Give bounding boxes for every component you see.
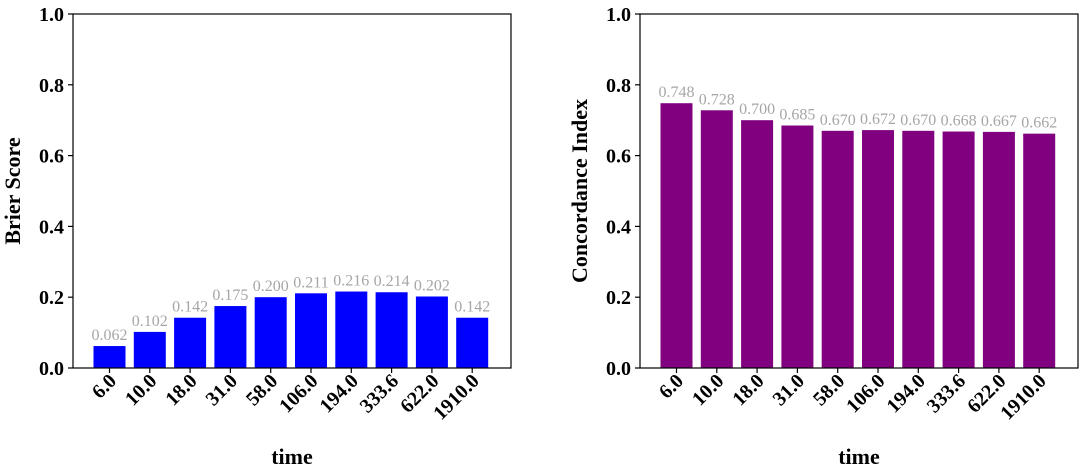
- x-tick-label: 10.0: [688, 370, 728, 410]
- y-tick-label: 1.0: [606, 4, 631, 26]
- bar: [902, 130, 935, 368]
- x-tick-label: 1910.0: [996, 370, 1050, 424]
- data-label: 0.700: [739, 101, 775, 118]
- bar: [942, 131, 975, 368]
- y-tick-label: 0.2: [606, 287, 631, 309]
- x-tick-label: 1910.0: [429, 370, 483, 424]
- data-label: 0.667: [981, 113, 1017, 130]
- axes-frame: [639, 13, 1079, 369]
- x-tick-label: 6.0: [88, 370, 121, 403]
- data-label: 0.670: [900, 112, 936, 129]
- data-label: 0.662: [1021, 115, 1057, 132]
- x-axis-label: time: [838, 444, 880, 469]
- data-label: 0.142: [454, 299, 490, 316]
- data-label: 0.062: [92, 327, 128, 344]
- x-tick-label: 31.0: [769, 370, 809, 410]
- data-label: 0.670: [820, 112, 856, 129]
- x-tick-label: 106.0: [275, 370, 322, 417]
- data-label: 0.685: [779, 107, 815, 124]
- x-tick-label: 58.0: [809, 370, 849, 410]
- y-tick-label: 1.0: [39, 4, 64, 26]
- data-label: 0.668: [941, 113, 977, 130]
- bar: [415, 296, 448, 368]
- bar: [335, 291, 368, 368]
- x-tick-label: 18.0: [161, 370, 201, 410]
- bar: [862, 130, 894, 368]
- bar: [214, 306, 247, 368]
- data-label: 0.175: [212, 287, 248, 304]
- bar: [821, 130, 854, 368]
- data-label: 0.214: [374, 273, 410, 290]
- data-label: 0.142: [172, 299, 208, 316]
- x-tick-label: 18.0: [728, 370, 768, 410]
- bar: [456, 317, 489, 368]
- y-axis-label: Concordance Index: [567, 99, 592, 283]
- data-label: 0.216: [333, 273, 369, 290]
- bar: [741, 120, 774, 368]
- x-tick-label: 333.6: [356, 370, 403, 417]
- bar: [93, 346, 126, 368]
- data-label: 0.200: [253, 278, 289, 295]
- x-tick-label: 10.0: [121, 370, 161, 410]
- data-label: 0.748: [659, 84, 695, 101]
- y-tick-label: 0.6: [606, 146, 631, 168]
- y-tick-label: 0.0: [606, 358, 631, 380]
- x-tick-label: 194.0: [315, 370, 362, 417]
- x-tick-label: 6.0: [655, 370, 688, 403]
- y-tick-label: 0.2: [39, 287, 64, 309]
- x-tick-label: 333.6: [923, 370, 970, 417]
- axes-frame: [72, 13, 512, 369]
- bar: [982, 131, 1015, 368]
- bar: [1023, 133, 1056, 368]
- y-tick-label: 0.8: [39, 75, 64, 97]
- data-label: 0.672: [860, 111, 896, 128]
- x-tick-label: 106.0: [842, 370, 889, 417]
- y-axis-label: Brier Score: [0, 137, 25, 245]
- y-tick-label: 0.8: [606, 75, 631, 97]
- x-tick-label: 58.0: [242, 370, 282, 410]
- x-axis-label: time: [271, 444, 313, 469]
- bar: [295, 293, 327, 368]
- data-label: 0.728: [699, 91, 735, 108]
- x-tick-label: 31.0: [202, 370, 242, 410]
- bar: [700, 110, 733, 368]
- data-label: 0.102: [132, 313, 168, 330]
- bar: [133, 331, 166, 368]
- bar: [254, 297, 287, 368]
- y-tick-label: 0.6: [39, 146, 64, 168]
- bar: [660, 103, 693, 369]
- x-tick-label: 194.0: [882, 370, 929, 417]
- data-label: 0.211: [293, 274, 328, 291]
- bar: [174, 317, 207, 368]
- data-label: 0.202: [414, 277, 450, 294]
- y-tick-label: 0.4: [39, 216, 64, 238]
- bar: [375, 292, 408, 368]
- y-tick-label: 0.0: [39, 358, 64, 380]
- y-tick-label: 0.4: [606, 216, 631, 238]
- bar: [781, 125, 814, 368]
